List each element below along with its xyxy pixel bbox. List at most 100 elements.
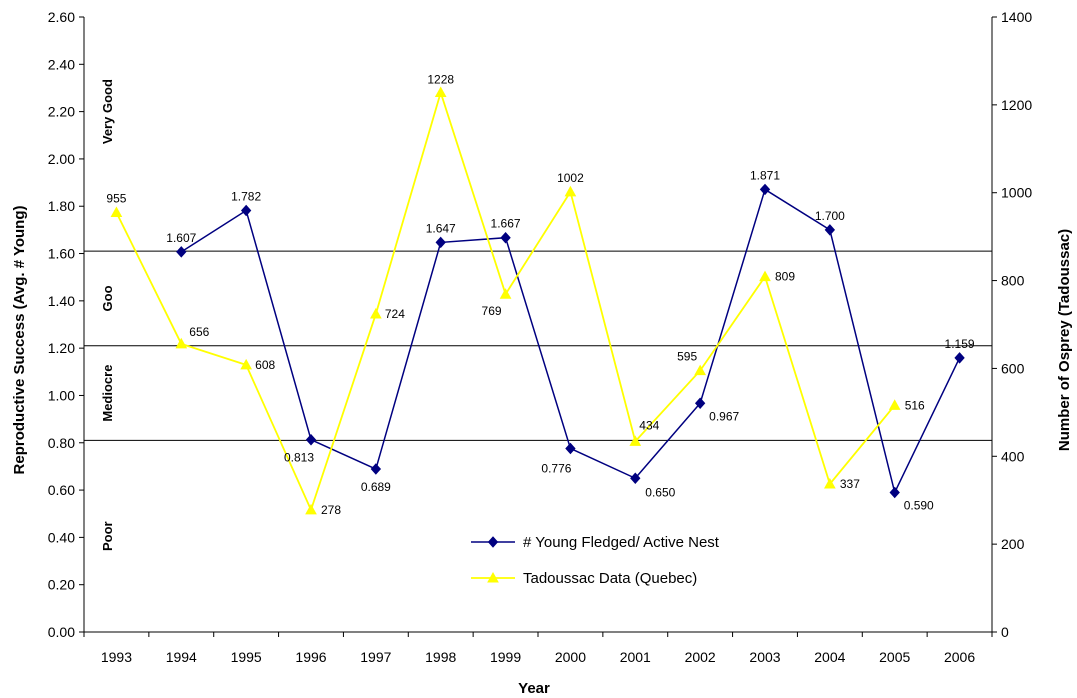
data-label: 0.590 — [904, 498, 934, 512]
data-label: 516 — [905, 398, 925, 412]
y-tick-label-right: 1400 — [1001, 9, 1032, 25]
diamond-marker — [694, 397, 706, 410]
triangle-marker — [888, 399, 901, 410]
data-label: 0.689 — [361, 480, 391, 494]
y-tick-label-left: 1.00 — [48, 387, 75, 403]
diamond-marker — [370, 463, 382, 475]
series-line — [115, 89, 896, 513]
y-axis-right-title: Number of Osprey (Tadoussac) — [1056, 229, 1073, 451]
y-tick-label-left: 1.80 — [48, 198, 75, 214]
y-tick-label-right: 600 — [1001, 360, 1025, 376]
diamond-marker — [500, 231, 511, 244]
x-tick-label: 2006 — [944, 649, 975, 665]
data-label: 337 — [840, 477, 860, 491]
triangle-marker — [305, 503, 317, 515]
x-tick-label: 1995 — [231, 649, 262, 665]
band-label: Mediocre — [100, 365, 115, 422]
x-tick-label: 1994 — [166, 649, 197, 665]
data-label: 0.650 — [645, 485, 675, 499]
threshold-lines: Poor Mediocre Goo Very Good — [84, 79, 992, 551]
triangle-marker — [240, 358, 252, 370]
data-label: 1002 — [557, 171, 584, 185]
diamond-marker — [176, 246, 187, 258]
y-tick-label-right: 400 — [1001, 448, 1025, 464]
data-label: 0.813 — [284, 451, 314, 465]
y-tick-label-right: 1000 — [1001, 185, 1032, 201]
legend-label: Tadoussac Data (Quebec) — [523, 570, 697, 587]
data-label: 434 — [639, 418, 659, 432]
legend-label: # Young Fledged/ Active Nest — [523, 534, 720, 551]
triangle-marker — [824, 477, 836, 489]
series-layer — [110, 86, 965, 515]
triangle-marker — [694, 364, 706, 376]
y-tick-label-right: 1200 — [1001, 97, 1032, 113]
data-label: 1.782 — [231, 189, 261, 203]
x-tick-label: 1997 — [360, 649, 391, 665]
diamond-marker — [630, 472, 641, 484]
triangle-marker — [175, 337, 188, 349]
data-label: 0.776 — [541, 461, 571, 475]
x-tick-label: 1993 — [101, 649, 132, 665]
triangle-marker — [370, 307, 382, 319]
y-tick-label-left: 0.80 — [48, 435, 75, 451]
data-label: 955 — [106, 191, 126, 205]
triangle-marker — [629, 435, 642, 446]
y-axis-left-title: Reproductive Success (Avg. # Young) — [11, 206, 28, 475]
triangle-marker — [487, 571, 499, 583]
triangle-marker — [499, 288, 512, 299]
y-tick-label-left: 1.40 — [48, 293, 75, 309]
y-tick-label-left: 0.40 — [48, 529, 75, 545]
band-label: Poor — [100, 521, 115, 551]
x-tick-label: 2002 — [685, 649, 716, 665]
y-tick-label-left: 0.60 — [48, 482, 75, 498]
triangle-marker — [759, 270, 771, 282]
x-tick-label: 1998 — [425, 649, 456, 665]
y-tick-label-left: 0.00 — [48, 624, 75, 640]
data-label: 769 — [482, 304, 502, 318]
x-tick-label: 1999 — [490, 649, 521, 665]
data-label: 724 — [385, 307, 405, 321]
diamond-marker — [435, 236, 446, 249]
data-label: 1.607 — [166, 231, 196, 245]
data-label: 1228 — [427, 73, 454, 87]
data-label: 1.871 — [750, 168, 780, 182]
y-tick-label-right: 0 — [1001, 624, 1009, 640]
data-label: 278 — [321, 503, 341, 517]
axes: 0.00 0.20 0.40 0.60 0.80 1.00 1.20 1.40 1.60 1.80… — [48, 9, 1033, 665]
data-label: 809 — [775, 270, 795, 284]
data-label: 1.667 — [491, 217, 521, 231]
y-tick-label-left: 1.20 — [48, 340, 75, 356]
triangle-marker — [564, 185, 577, 197]
legend: # Young Fledged/ Active Nest Tadoussac Da… — [471, 534, 720, 587]
y-tick-label-left: 2.00 — [48, 151, 75, 167]
diamond-marker — [889, 486, 900, 499]
data-label: 0.967 — [709, 409, 739, 423]
diamond-marker — [305, 433, 317, 446]
data-label: 595 — [677, 350, 697, 364]
x-axis-title: Year — [518, 680, 550, 697]
band-label: Goo — [100, 285, 115, 311]
diamond-marker — [240, 204, 252, 217]
x-tick-label: 2003 — [749, 649, 780, 665]
diamond-marker — [954, 352, 965, 364]
y-tick-label-left: 1.60 — [48, 246, 75, 262]
data-label: 608 — [255, 358, 275, 372]
x-tick-label: 2000 — [555, 649, 586, 665]
band-label: Very Good — [100, 79, 115, 144]
diamond-marker — [824, 224, 836, 236]
y-tick-label-left: 0.20 — [48, 577, 75, 593]
data-label: 1.647 — [426, 221, 456, 235]
x-tick-label: 2004 — [814, 649, 845, 665]
x-tick-label: 2001 — [620, 649, 651, 665]
y-tick-label-left: 2.40 — [48, 56, 75, 72]
data-label: 1.700 — [815, 209, 845, 223]
y-tick-label-left: 2.60 — [48, 9, 75, 25]
y-tick-label-left: 2.20 — [48, 104, 75, 120]
triangle-marker — [110, 206, 123, 217]
diamond-marker — [565, 442, 576, 455]
x-tick-label: 1996 — [295, 649, 326, 665]
data-label: 1.159 — [945, 337, 975, 351]
data-labels: 1.607 1.782 0.813 0.689 1.647 1.667 0.776 0.650… — [106, 73, 974, 517]
triangle-marker — [434, 86, 447, 98]
